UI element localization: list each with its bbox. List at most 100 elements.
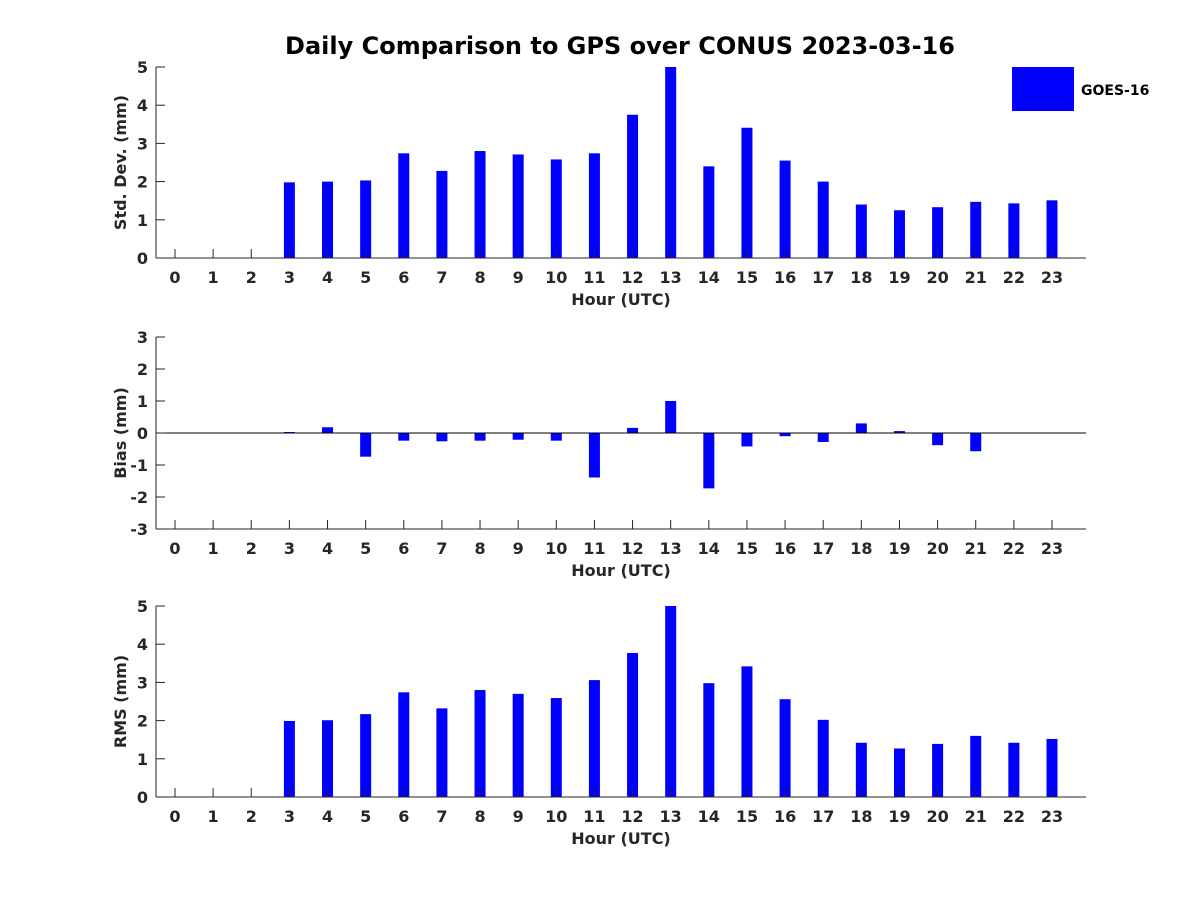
bar-hour-21 xyxy=(970,201,982,258)
x-tick-label: 16 xyxy=(774,539,796,558)
x-tick-label: 16 xyxy=(774,268,796,287)
y-tick-label: 1 xyxy=(137,211,148,230)
x-tick-label: 10 xyxy=(545,539,567,558)
x-tick-label: 16 xyxy=(774,807,796,826)
y-tick-label: -2 xyxy=(130,488,148,507)
x-tick-label: 23 xyxy=(1041,539,1063,558)
x-tick-label: 4 xyxy=(322,268,333,287)
x-tick-label: 15 xyxy=(736,539,758,558)
x-tick-label: 12 xyxy=(621,807,643,826)
legend: GOES-16 xyxy=(1012,67,1149,111)
y-tick-label: 3 xyxy=(137,134,148,153)
bar-hour-5 xyxy=(360,433,372,457)
x-tick-label: 11 xyxy=(583,268,605,287)
x-tick-label: 15 xyxy=(736,807,758,826)
y-tick-label: 2 xyxy=(137,712,148,731)
y-tick-label: 0 xyxy=(137,788,148,807)
bar-hour-17 xyxy=(817,181,829,258)
bar-hour-14 xyxy=(703,166,715,258)
bar-hour-13 xyxy=(665,67,677,258)
bar-hour-15 xyxy=(741,666,753,797)
bar-hour-11 xyxy=(588,433,600,478)
x-tick-label: 20 xyxy=(926,268,948,287)
bar-hour-17 xyxy=(817,433,829,442)
x-tick-label: 17 xyxy=(812,268,834,287)
bar-hour-19 xyxy=(893,210,905,258)
bar-hour-20 xyxy=(932,743,944,797)
x-tick-label: 2 xyxy=(246,268,257,287)
y-tick-label: 5 xyxy=(137,58,148,77)
bar-hour-9 xyxy=(512,693,524,797)
x-tick-label: 6 xyxy=(398,807,409,826)
x-tick-label: 1 xyxy=(208,539,219,558)
x-tick-label: 20 xyxy=(926,539,948,558)
x-tick-label: 5 xyxy=(360,807,371,826)
bar-hour-21 xyxy=(970,433,982,452)
x-axis-label: Hour (UTC) xyxy=(571,561,671,580)
bar-hour-20 xyxy=(932,207,944,258)
y-tick-label: 5 xyxy=(137,597,148,616)
x-tick-label: 8 xyxy=(474,807,485,826)
x-tick-label: 9 xyxy=(513,268,524,287)
bar-hour-14 xyxy=(703,433,715,489)
x-tick-label: 12 xyxy=(621,539,643,558)
x-tick-label: 0 xyxy=(169,268,180,287)
y-axis-label: RMS (mm) xyxy=(111,655,130,748)
y-tick-label: 2 xyxy=(137,360,148,379)
x-tick-label: 6 xyxy=(398,268,409,287)
bar-hour-14 xyxy=(703,683,715,797)
bar-hour-8 xyxy=(474,151,486,258)
bar-hour-16 xyxy=(779,699,791,797)
y-tick-label: -3 xyxy=(130,520,148,539)
x-tick-label: 6 xyxy=(398,539,409,558)
x-tick-label: 13 xyxy=(660,807,682,826)
bar-hour-19 xyxy=(893,748,905,797)
y-tick-label: -1 xyxy=(130,456,148,475)
y-tick-label: 4 xyxy=(137,96,148,115)
bar-hour-23 xyxy=(1046,738,1058,797)
x-tick-label: 21 xyxy=(965,807,987,826)
legend-swatch-goes-16 xyxy=(1012,67,1074,111)
x-tick-label: 4 xyxy=(322,807,333,826)
x-tick-label: 7 xyxy=(436,268,447,287)
x-tick-label: 14 xyxy=(698,807,720,826)
x-tick-label: 5 xyxy=(360,539,371,558)
bar-hour-6 xyxy=(398,692,410,797)
x-tick-label: 2 xyxy=(246,539,257,558)
bar-hour-16 xyxy=(779,160,791,258)
bar-hour-18 xyxy=(855,204,867,258)
x-tick-label: 11 xyxy=(583,539,605,558)
bar-hour-4 xyxy=(322,181,334,258)
x-tick-label: 19 xyxy=(888,807,910,826)
bar-hour-20 xyxy=(932,433,944,446)
x-axis-label: Hour (UTC) xyxy=(571,290,671,309)
x-tick-label: 11 xyxy=(583,807,605,826)
bar-hour-16 xyxy=(779,433,791,437)
x-tick-label: 14 xyxy=(698,268,720,287)
bar-hour-9 xyxy=(512,433,524,440)
x-tick-label: 18 xyxy=(850,268,872,287)
x-tick-label: 18 xyxy=(850,539,872,558)
bar-hour-22 xyxy=(1008,203,1020,258)
bar-hour-7 xyxy=(436,708,448,797)
x-tick-label: 19 xyxy=(888,268,910,287)
x-tick-label: 12 xyxy=(621,268,643,287)
bar-hour-18 xyxy=(855,742,867,797)
bar-hour-18 xyxy=(855,423,867,433)
x-tick-label: 7 xyxy=(436,539,447,558)
bar-hour-11 xyxy=(588,153,600,258)
x-tick-label: 8 xyxy=(474,268,485,287)
x-tick-label: 10 xyxy=(545,807,567,826)
bar-hour-10 xyxy=(550,433,562,441)
y-axis-label: Std. Dev. (mm) xyxy=(111,95,130,230)
x-tick-label: 5 xyxy=(360,268,371,287)
x-tick-label: 10 xyxy=(545,268,567,287)
bar-hour-13 xyxy=(665,606,677,797)
x-tick-label: 7 xyxy=(436,807,447,826)
x-tick-label: 13 xyxy=(660,268,682,287)
x-tick-label: 0 xyxy=(169,539,180,558)
